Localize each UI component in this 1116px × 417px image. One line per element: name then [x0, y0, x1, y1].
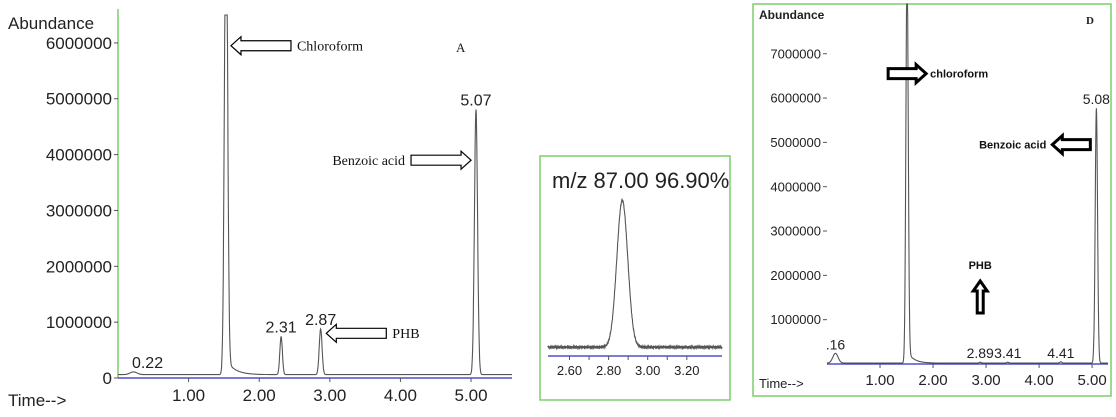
annotation-label: Benzoic acid	[332, 154, 405, 169]
annotation-label: PHB	[969, 260, 992, 272]
annotation-arrow	[230, 35, 292, 57]
x-tick-label: 3.00	[313, 386, 346, 405]
chromatogram-panel-d: 1000000 2000000 3000000 4000000 5000000 60000…	[752, 3, 1112, 397]
y-tick-label: 3000000	[770, 224, 821, 239]
peak-label: 3.41	[994, 345, 1021, 361]
peak-label: 2.31	[266, 320, 297, 337]
peak-label: 5.07	[460, 92, 491, 109]
y-tick-label: 5000000	[46, 90, 112, 109]
x-tick-label: 2.00	[243, 386, 276, 405]
peak-label: 2.87	[305, 312, 336, 329]
annotation-arrow	[886, 61, 929, 87]
y-tick-label: 1000000	[770, 312, 821, 327]
peak-label: 0.22	[132, 355, 163, 372]
annotation-label: PHB	[392, 327, 419, 342]
x-tick-label: 1.00	[172, 386, 205, 405]
chromatogram-trace	[826, 3, 1108, 364]
peak-label: 5.08	[1083, 91, 1110, 107]
x-axis-label: Time-->	[8, 391, 66, 410]
y-tick-label: 3000000	[46, 201, 112, 220]
mass-spectrum-inset: 2.60 2.80 3.00 3.20 m/z 87.00 96.90%	[539, 155, 731, 401]
y-axis-label: Abundance	[8, 14, 94, 33]
chromatogram-trace	[118, 14, 512, 376]
x-axis-label: Time-->	[759, 376, 804, 391]
y-tick-label: 2000000	[46, 257, 112, 276]
annotation-arrow	[1050, 132, 1092, 157]
x-tick-label: 3.20	[674, 363, 699, 378]
x-tick-label: 2.00	[918, 372, 947, 389]
panel-label: A	[456, 40, 466, 55]
x-tick-label: 5.00	[1077, 372, 1106, 389]
annotation-arrow	[410, 149, 472, 171]
y-axis-label: Abundance	[759, 8, 825, 22]
annotation-arrow	[970, 278, 991, 315]
x-tick-label: 1.00	[865, 372, 894, 389]
x-tick-label: 4.00	[1024, 372, 1053, 389]
y-tick-label: 2000000	[770, 268, 821, 283]
y-tick-label: 5000000	[770, 135, 821, 150]
y-tick-label: 0	[103, 369, 112, 388]
x-tick-label: 2.60	[557, 363, 582, 378]
annotation-label: chloroform	[930, 69, 988, 81]
spectrum-title: m/z 87.00 96.90%	[552, 168, 729, 193]
y-tick-label: 4000000	[46, 146, 112, 165]
panel-label: D	[1086, 15, 1094, 27]
y-tick-label: 1000000	[46, 313, 112, 332]
annotation-arrow	[325, 322, 387, 344]
y-tick-label: 6000000	[770, 91, 821, 106]
y-tick-label: 4000000	[770, 179, 821, 194]
y-tick-label: 6000000	[46, 34, 112, 53]
y-tick-label: 7000000	[770, 46, 821, 61]
x-tick-label: 3.00	[635, 363, 660, 378]
peak-label: 4.41	[1047, 345, 1074, 361]
x-tick-label: 3.00	[971, 372, 1000, 389]
plot-frame	[752, 3, 1112, 397]
peak-label: 2.89	[967, 345, 994, 361]
x-tick-label: 4.00	[384, 386, 417, 405]
annotation-label: Chloroform	[297, 40, 363, 55]
annotation-label: Benzoic acid	[979, 139, 1046, 151]
peak-label: .16	[826, 336, 846, 352]
x-tick-label: 5.00	[454, 386, 487, 405]
plot-frame	[539, 155, 731, 401]
chromatogram-trace	[547, 197, 723, 351]
x-tick-label: 2.80	[596, 363, 621, 378]
chromatogram-panel-a: 0 1000000 2000000 3000000 4000000 5000000 6000…	[8, 9, 512, 410]
